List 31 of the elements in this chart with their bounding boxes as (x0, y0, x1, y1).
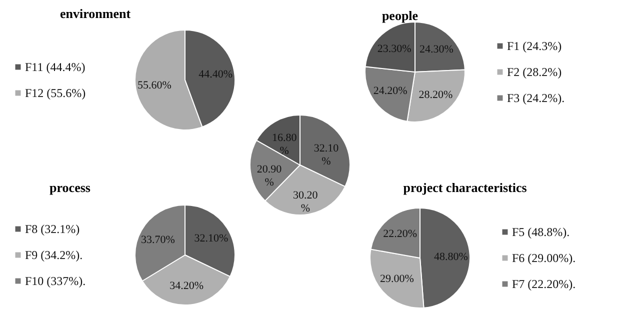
data-label: 24.20% (373, 84, 408, 97)
legend-label: F6 (29.00%). (512, 251, 576, 265)
legend-label: F9 (34.2%). (25, 248, 83, 262)
data-label: 32.10% (194, 232, 228, 244)
chart-title: process (50, 180, 90, 195)
legend-label: F5 (48.8%). (512, 225, 570, 239)
chart-title: people (382, 8, 418, 23)
chart-title: environment (60, 6, 132, 21)
legend-label: F3 (24.2%). (507, 91, 565, 105)
data-label: 28.20% (418, 89, 453, 102)
data-label: 48.80% (434, 250, 468, 263)
legend-label: F12 (55.6%) (25, 86, 86, 100)
data-label: 33.70% (141, 234, 175, 246)
legend-label: F8 (32.1%) (25, 222, 80, 236)
data-label: 55.60% (138, 79, 172, 92)
data-label: 30.20% (293, 190, 318, 215)
legend-label: F7 (22.20%). (512, 277, 576, 291)
data-label: 44.40% (198, 68, 232, 81)
legend-label: F10 (337%). (25, 274, 86, 288)
data-label: 24.30% (419, 44, 454, 56)
data-label: 29.00% (380, 272, 414, 285)
data-label: 32.10% (314, 142, 340, 168)
legend-label: F11 (44.4%) (25, 60, 86, 74)
data-label: 16.80% (272, 132, 298, 158)
data-label: 20.90% (256, 163, 282, 188)
legend-label: F2 (28.2%) (507, 65, 562, 79)
data-label: 23.30% (377, 42, 412, 55)
legend-label: F1 (24.3%) (507, 39, 562, 53)
chart-title: project characteristics (403, 180, 527, 195)
data-label: 22.20% (383, 228, 418, 240)
data-label: 34.20% (170, 280, 204, 292)
